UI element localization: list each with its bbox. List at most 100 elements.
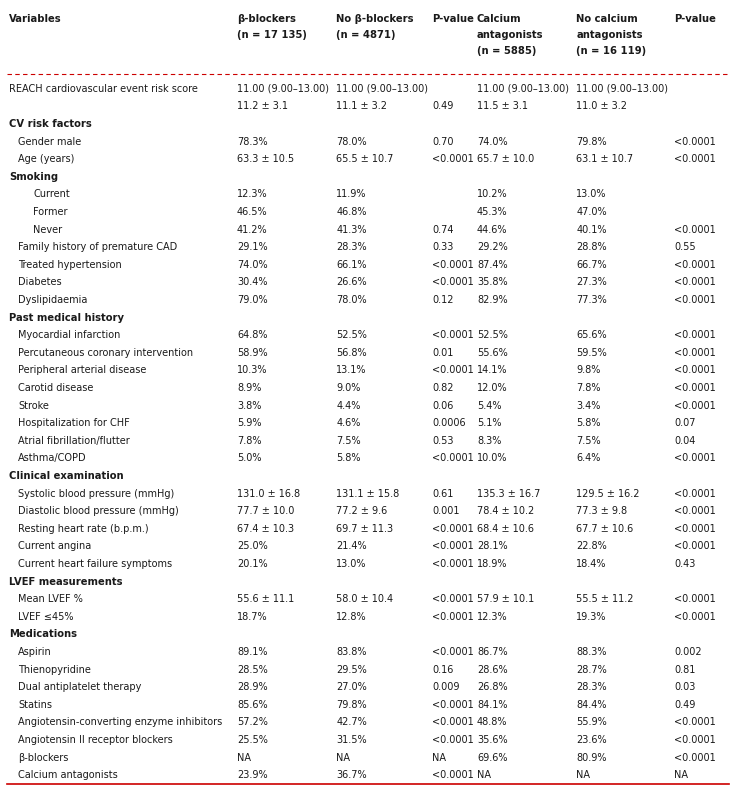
Text: 85.6%: 85.6% [237,700,268,710]
Text: Angiotensin-converting enzyme inhibitors: Angiotensin-converting enzyme inhibitors [18,718,223,727]
Text: 7.5%: 7.5% [576,436,601,446]
Text: <0.0001: <0.0001 [432,718,474,727]
Text: 31.5%: 31.5% [336,735,367,745]
Text: 9.8%: 9.8% [576,365,601,375]
Text: 0.53: 0.53 [432,436,453,446]
Text: β-blockers: β-blockers [18,752,68,763]
Text: 35.6%: 35.6% [477,735,508,745]
Text: <0.0001: <0.0001 [432,559,474,569]
Text: 77.2 ± 9.6: 77.2 ± 9.6 [336,506,388,516]
Text: 84.4%: 84.4% [576,700,606,710]
Text: Percutaneous coronary intervention: Percutaneous coronary intervention [18,348,194,358]
Text: 11.9%: 11.9% [336,189,367,200]
Text: 5.8%: 5.8% [336,453,361,463]
Text: 23.6%: 23.6% [576,735,607,745]
Text: <0.0001: <0.0001 [432,594,474,604]
Text: 7.5%: 7.5% [336,436,361,446]
Text: 89.1%: 89.1% [237,647,267,657]
Text: <0.0001: <0.0001 [674,611,716,622]
Text: 79.8%: 79.8% [336,700,367,710]
Text: 84.1%: 84.1% [477,700,507,710]
Text: 5.0%: 5.0% [237,453,261,463]
Text: 7.8%: 7.8% [237,436,261,446]
Text: <0.0001: <0.0001 [674,260,716,270]
Text: 66.1%: 66.1% [336,260,367,270]
Text: 0.12: 0.12 [432,295,453,305]
Text: 18.7%: 18.7% [237,611,268,622]
Text: Clinical examination: Clinical examination [9,471,124,481]
Text: 55.5 ± 11.2: 55.5 ± 11.2 [576,594,634,604]
Text: 87.4%: 87.4% [477,260,508,270]
Text: Current: Current [33,189,70,200]
Text: Thienopyridine: Thienopyridine [18,664,91,675]
Text: <0.0001: <0.0001 [432,524,474,534]
Text: Systolic blood pressure (mmHg): Systolic blood pressure (mmHg) [18,489,174,499]
Text: NA: NA [477,770,491,780]
Text: Myocardial infarction: Myocardial infarction [18,330,121,341]
Text: 69.7 ± 11.3: 69.7 ± 11.3 [336,524,394,534]
Text: Past medical history: Past medical history [9,313,124,322]
Text: 42.7%: 42.7% [336,718,367,727]
Text: <0.0001: <0.0001 [674,295,716,305]
Text: 11.1 ± 3.2: 11.1 ± 3.2 [336,101,387,112]
Text: NA: NA [576,770,590,780]
Text: <0.0001: <0.0001 [674,735,716,745]
Text: P-value: P-value [674,14,716,24]
Text: (n = 16 119): (n = 16 119) [576,46,646,56]
Text: 29.5%: 29.5% [336,664,367,675]
Text: 57.9 ± 10.1: 57.9 ± 10.1 [477,594,534,604]
Text: <0.0001: <0.0001 [674,489,716,499]
Text: <0.0001: <0.0001 [432,330,474,341]
Text: 11.00 (9.00–13.00): 11.00 (9.00–13.00) [237,84,329,93]
Text: 131.0 ± 16.8: 131.0 ± 16.8 [237,489,300,499]
Text: 29.1%: 29.1% [237,242,268,252]
Text: 8.3%: 8.3% [477,436,501,446]
Text: 35.8%: 35.8% [477,277,508,287]
Text: 45.3%: 45.3% [477,207,508,217]
Text: 4.6%: 4.6% [336,418,361,428]
Text: Hospitalization for CHF: Hospitalization for CHF [18,418,130,428]
Text: 78.4 ± 10.2: 78.4 ± 10.2 [477,506,534,516]
Text: 65.5 ± 10.7: 65.5 ± 10.7 [336,154,394,164]
Text: 28.7%: 28.7% [576,664,607,675]
Text: 7.8%: 7.8% [576,383,601,393]
Text: Former: Former [33,207,68,217]
Text: 11.00 (9.00–13.00): 11.00 (9.00–13.00) [576,84,668,93]
Text: <0.0001: <0.0001 [432,647,474,657]
Text: 0.55: 0.55 [674,242,696,252]
Text: 28.3%: 28.3% [336,242,367,252]
Text: 18.9%: 18.9% [477,559,507,569]
Text: Current angina: Current angina [18,542,92,551]
Text: 0.43: 0.43 [674,559,696,569]
Text: 0.49: 0.49 [432,101,453,112]
Text: <0.0001: <0.0001 [432,611,474,622]
Text: 27.0%: 27.0% [336,682,367,692]
Text: Angiotensin II receptor blockers: Angiotensin II receptor blockers [18,735,173,745]
Text: 11.5 ± 3.1: 11.5 ± 3.1 [477,101,528,112]
Text: CV risk factors: CV risk factors [9,119,91,129]
Text: Atrial fibrillation/flutter: Atrial fibrillation/flutter [18,436,130,446]
Text: 41.3%: 41.3% [336,225,367,234]
Text: antagonists: antagonists [477,30,543,40]
Text: <0.0001: <0.0001 [674,330,716,341]
Text: 30.4%: 30.4% [237,277,267,287]
Text: 64.8%: 64.8% [237,330,267,341]
Text: 129.5 ± 16.2: 129.5 ± 16.2 [576,489,640,499]
Text: 80.9%: 80.9% [576,752,606,763]
Text: 10.3%: 10.3% [237,365,267,375]
Text: 0.61: 0.61 [432,489,453,499]
Text: 11.2 ± 3.1: 11.2 ± 3.1 [237,101,288,112]
Text: 25.0%: 25.0% [237,542,268,551]
Text: 82.9%: 82.9% [477,295,508,305]
Text: Mean LVEF %: Mean LVEF % [18,594,83,604]
Text: Stroke: Stroke [18,401,49,410]
Text: antagonists: antagonists [576,30,643,40]
Text: LVEF measurements: LVEF measurements [9,577,122,587]
Text: <0.0001: <0.0001 [432,542,474,551]
Text: (n = 5885): (n = 5885) [477,46,537,56]
Text: 10.0%: 10.0% [477,453,507,463]
Text: Asthma/COPD: Asthma/COPD [18,453,87,463]
Text: 44.6%: 44.6% [477,225,507,234]
Text: 52.5%: 52.5% [336,330,367,341]
Text: NA: NA [237,752,251,763]
